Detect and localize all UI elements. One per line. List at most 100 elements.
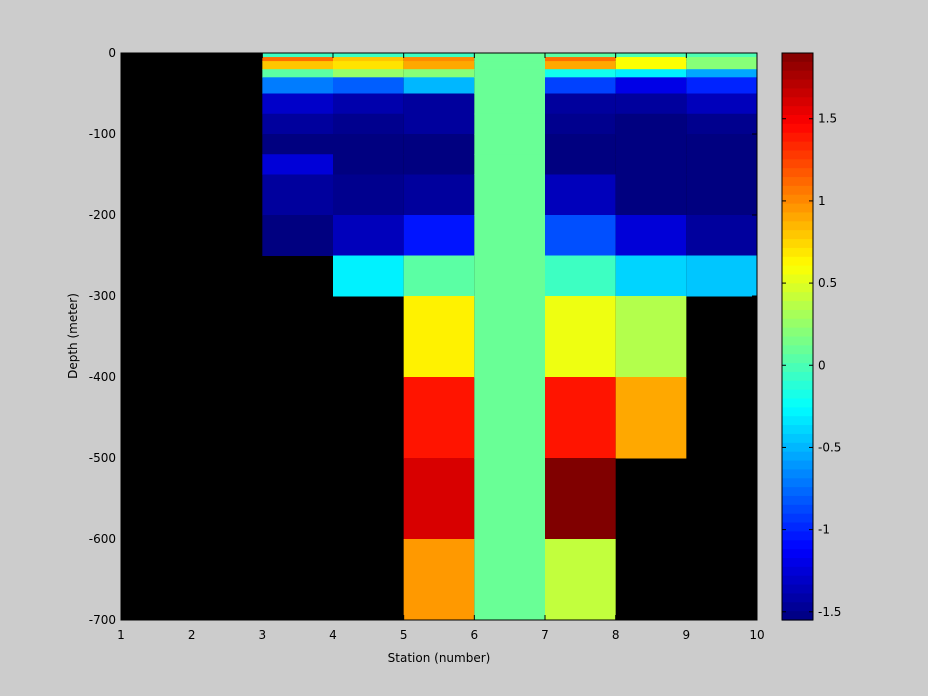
heatmap-cell — [545, 69, 616, 78]
heatmap-cell — [545, 61, 616, 70]
colorbar-swatch — [782, 522, 813, 533]
colorbar-swatch — [782, 79, 813, 90]
heatmap-cell — [686, 69, 757, 78]
heatmap-cell — [686, 77, 757, 94]
colorbar-swatch — [782, 425, 813, 435]
colorbar-swatch — [782, 495, 813, 506]
colorbar-swatch — [782, 97, 813, 107]
heatmap-cell — [333, 215, 404, 256]
y-tick-label: -500 — [89, 451, 116, 465]
x-tick-label: 7 — [541, 628, 549, 642]
colorbar-swatch — [782, 540, 813, 550]
heatmap-cell — [615, 69, 687, 78]
colorbar-swatch — [782, 265, 813, 276]
heatmap-cell — [474, 61, 545, 70]
heatmap-cell — [615, 296, 687, 378]
heatmap-cells — [262, 53, 757, 621]
heatmap-cell — [474, 57, 545, 62]
x-axis-label: Station (number) — [388, 651, 491, 665]
y-axis-ticks: 0 -100 -200 -300 -400 -500 -600 -700 — [89, 46, 757, 627]
heatmap-cell — [615, 377, 687, 459]
heatmap-cell — [615, 93, 687, 115]
heatmap-cell — [545, 255, 616, 297]
colorbar-swatch — [782, 150, 813, 160]
heatmap-cell — [545, 174, 616, 216]
colorbar-swatch — [782, 247, 813, 258]
colorbar-tick-label: -1.5 — [818, 605, 841, 619]
heatmap-cell — [474, 458, 545, 540]
heatmap-cell — [545, 215, 616, 256]
heatmap-cell — [686, 154, 757, 175]
y-tick-label: -600 — [89, 532, 116, 546]
heatmap-cell — [262, 57, 333, 62]
colorbar-swatch — [782, 389, 813, 400]
heatmap-cell — [545, 53, 616, 58]
heatmap-cell — [262, 61, 333, 70]
heatmap-cell — [403, 377, 475, 459]
colorbar-tick-label: -0.5 — [818, 440, 841, 454]
heatmap-cell — [262, 93, 333, 115]
colorbar-swatch — [782, 292, 813, 302]
heatmap-cell — [403, 69, 475, 78]
heatmap-cell — [333, 255, 404, 297]
colorbar-swatch — [782, 584, 813, 595]
colorbar-tick-label: 0.5 — [818, 276, 837, 290]
heatmap-cell — [403, 458, 475, 540]
heatmap-cell — [545, 77, 616, 94]
colorbar-swatch — [782, 336, 813, 346]
heatmap-cell — [474, 377, 545, 459]
colorbar-swatch — [782, 380, 813, 391]
heatmap-cell — [545, 134, 616, 155]
heatmap-cell — [403, 539, 475, 621]
x-tick-label: 4 — [329, 628, 337, 642]
heatmap-cell — [615, 61, 687, 70]
x-tick-label: 8 — [612, 628, 620, 642]
heatmap-cell — [615, 77, 687, 94]
x-tick-label: 2 — [188, 628, 196, 642]
heatmap-cell — [403, 113, 475, 135]
heatmap-cell — [333, 61, 404, 70]
x-tick-label: 5 — [400, 628, 408, 642]
colorbar-tick-label: 0 — [818, 358, 826, 372]
colorbar-swatch — [782, 478, 813, 488]
heatmap-cell — [403, 93, 475, 115]
heatmap-cell — [686, 134, 757, 155]
y-tick-label: -200 — [89, 208, 116, 222]
heatmap-cell — [333, 57, 404, 62]
colorbar-swatch — [782, 230, 813, 240]
y-tick-label: -400 — [89, 370, 116, 384]
heatmap-cell — [403, 215, 475, 256]
y-axis-label: Depth (meter) — [66, 293, 80, 379]
heatmap-cell — [474, 539, 545, 621]
heatmap-cell — [403, 134, 475, 155]
colorbar-swatch — [782, 407, 813, 417]
colorbar-swatch — [782, 469, 813, 479]
colorbar-swatch — [782, 487, 813, 497]
heatmap-cell — [403, 77, 475, 94]
colorbar-swatch — [782, 70, 813, 81]
y-tick-label: -100 — [89, 127, 116, 141]
colorbar-swatch — [782, 433, 813, 444]
heatmap-cell — [403, 296, 475, 378]
x-tick-label: 10 — [749, 628, 764, 642]
heatmap-cell — [686, 255, 757, 297]
colorbar-swatch — [782, 185, 813, 196]
heatmap-cell — [615, 53, 687, 58]
colorbar-swatch — [782, 203, 813, 214]
heatmap-cell — [474, 93, 545, 115]
heatmap-cell — [545, 93, 616, 115]
colorbar-swatch — [782, 88, 813, 98]
colorbar-swatch — [782, 371, 813, 382]
heatmap-cell — [333, 154, 404, 175]
colorbar-swatch — [782, 566, 813, 577]
heatmap-cell — [474, 154, 545, 175]
colorbar-swatch — [782, 575, 813, 586]
heatmap-cell — [615, 174, 687, 216]
x-tick-label: 9 — [683, 628, 691, 642]
heatmap-cell — [615, 57, 687, 62]
heatmap-cell — [615, 255, 687, 297]
colorbar-swatch — [782, 283, 813, 293]
colorbar-tick-label: 1.5 — [818, 112, 837, 126]
plot-frame — [120, 52, 758, 621]
heatmap-cell — [474, 174, 545, 216]
